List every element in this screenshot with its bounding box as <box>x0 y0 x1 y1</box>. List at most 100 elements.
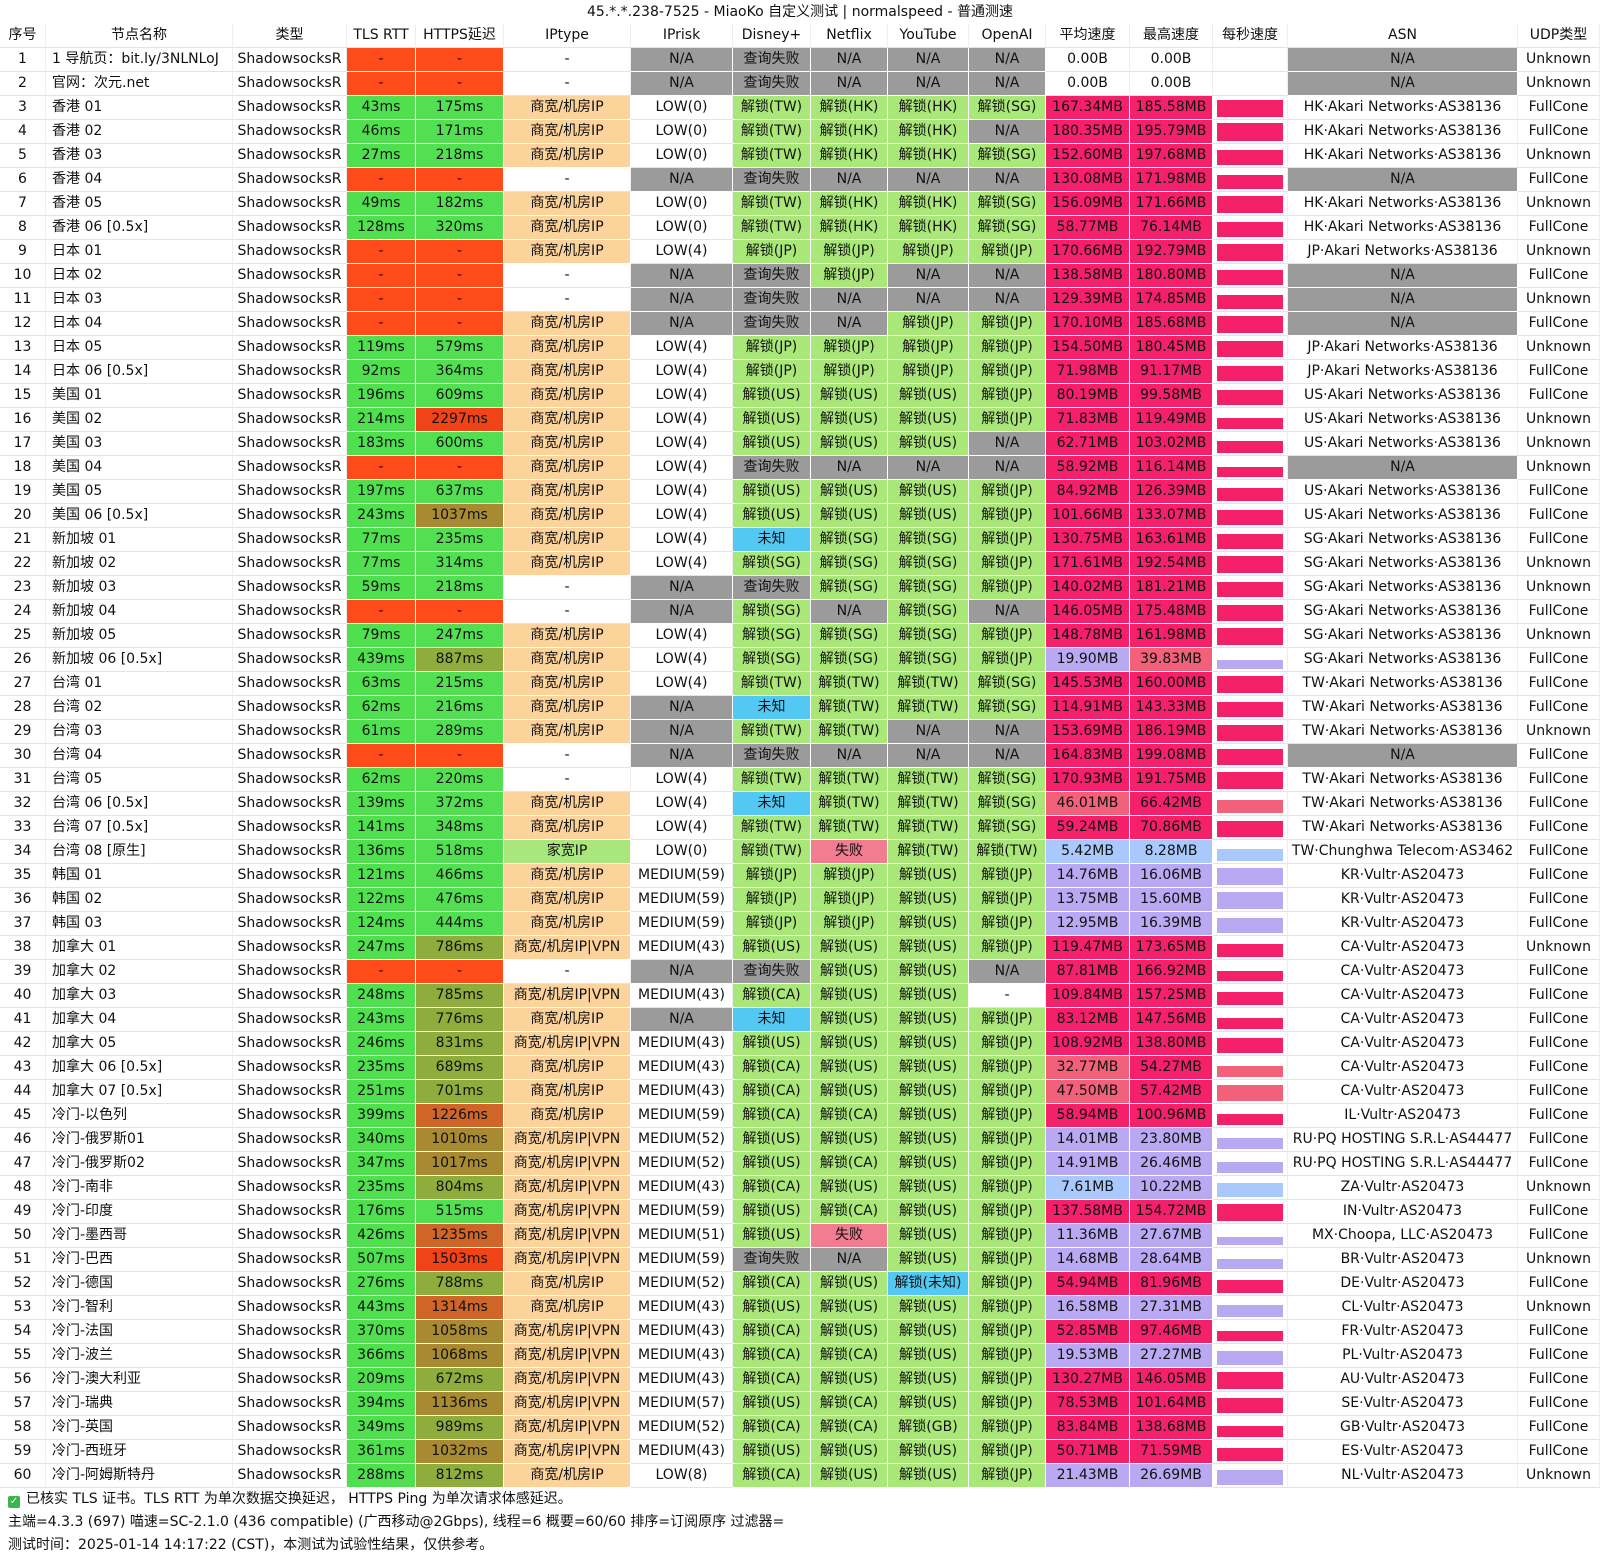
disney-unlock: 解锁(CA) <box>733 1416 811 1440</box>
disney-unlock: 未知 <box>733 1008 811 1032</box>
speed-sparkline-cell <box>1213 960 1288 984</box>
asn: GB·Vultr·AS20473 <box>1288 1416 1518 1440</box>
udp-type: FullCone <box>1518 864 1600 888</box>
ip-risk: MEDIUM(43) <box>631 1440 733 1464</box>
row-index: 41 <box>0 1008 46 1032</box>
udp-type: FullCone <box>1518 696 1600 720</box>
column-header: 序号 <box>0 24 46 48</box>
asn: TW·Chunghwa Telecom·AS3462 <box>1288 840 1518 864</box>
ip-risk: MEDIUM(52) <box>631 1272 733 1296</box>
speed-sparkline-cell <box>1213 1008 1288 1032</box>
node-name: 美国 06 [0.5x] <box>46 504 233 528</box>
speed-sparkline-cell <box>1213 576 1288 600</box>
openai-unlock: N/A <box>969 72 1046 96</box>
youtube-unlock: 解锁(TW) <box>888 840 969 864</box>
tls-rtt: 340ms <box>347 1128 416 1152</box>
speed-sparkline <box>1217 1331 1283 1341</box>
asn: SG·Akari Networks·AS38136 <box>1288 552 1518 576</box>
disney-unlock: 解锁(TW) <box>733 144 811 168</box>
result-table: 序号 节点名称 类型 TLS RTT HTTPS延迟 IPtype IPrisk Disney… <box>0 24 1600 1488</box>
ip-type: 家宽IP <box>504 840 631 864</box>
https-latency: 215ms <box>416 672 504 696</box>
disney-unlock: 查询失败 <box>733 72 811 96</box>
tls-rtt: 46ms <box>347 120 416 144</box>
ip-risk: MEDIUM(43) <box>631 1080 733 1104</box>
column-header: 平均速度 <box>1046 24 1130 48</box>
https-latency: 1032ms <box>416 1440 504 1464</box>
ip-type: 商宽/机房IP <box>504 1104 631 1128</box>
tls-rtt: 507ms <box>347 1248 416 1272</box>
avg-speed: 13.75MB <box>1046 888 1130 912</box>
node-type: ShadowsocksR <box>233 168 347 192</box>
speed-sparkline <box>1217 510 1283 525</box>
openai-unlock: N/A <box>969 168 1046 192</box>
avg-speed: 140.02MB <box>1046 576 1130 600</box>
tls-rtt: 136ms <box>347 840 416 864</box>
youtube-unlock: 解锁(US) <box>888 1104 969 1128</box>
node-name: 冷门-波兰 <box>46 1344 233 1368</box>
row-index: 40 <box>0 984 46 1008</box>
footer-text: 已核实 TLS 证书。TLS RTT 为单次数据交换延迟， HTTPS Ping… <box>26 1491 572 1507</box>
avg-speed: 12.95MB <box>1046 912 1130 936</box>
node-name: 香港 06 [0.5x] <box>46 216 233 240</box>
speed-sparkline-cell <box>1213 720 1288 744</box>
https-latency: - <box>416 960 504 984</box>
node-type: ShadowsocksR <box>233 1056 347 1080</box>
netflix-unlock: 解锁(US) <box>811 408 888 432</box>
youtube-unlock: 解锁(HK) <box>888 192 969 216</box>
max-speed: 192.79MB <box>1130 240 1213 264</box>
node-type: ShadowsocksR <box>233 768 347 792</box>
table-row: 50 冷门-墨西哥 ShadowsocksR 426ms 1235ms 商宽/机房IP|V… <box>0 1224 1600 1248</box>
https-latency: 218ms <box>416 144 504 168</box>
row-index: 6 <box>0 168 46 192</box>
speed-sparkline <box>1217 390 1283 405</box>
node-name: 韩国 03 <box>46 912 233 936</box>
udp-type: Unknown <box>1518 720 1600 744</box>
openai-unlock: 解锁(JP) <box>969 504 1046 528</box>
netflix-unlock: 解锁(US) <box>811 1296 888 1320</box>
speed-sparkline <box>1217 868 1283 885</box>
table-row: 48 冷门-南非 ShadowsocksR 235ms 804ms 商宽/机房IP|VPN… <box>0 1176 1600 1200</box>
disney-unlock: 解锁(TW) <box>733 768 811 792</box>
ip-type: 商宽/机房IP <box>504 648 631 672</box>
disney-unlock: 解锁(US) <box>733 1224 811 1248</box>
speed-sparkline-cell <box>1213 360 1288 384</box>
netflix-unlock: 解锁(HK) <box>811 216 888 240</box>
table-row: 26 新加坡 06 [0.5x] ShadowsocksR 439ms 887ms 商宽/… <box>0 648 1600 672</box>
node-name: 台湾 06 [0.5x] <box>46 792 233 816</box>
ip-type: - <box>504 48 631 72</box>
footer-line: 测试时间：2025-01-14 14:17:22 (CST)，本测试为试验性结果… <box>0 1534 1600 1557</box>
tls-rtt: 248ms <box>347 984 416 1008</box>
node-type: ShadowsocksR <box>233 744 347 768</box>
max-speed: 0.00B <box>1130 72 1213 96</box>
avg-speed: 50.71MB <box>1046 1440 1130 1464</box>
speed-sparkline <box>1217 628 1283 645</box>
speed-sparkline <box>1217 366 1283 381</box>
disney-unlock: 解锁(TW) <box>733 120 811 144</box>
avg-speed: 180.35MB <box>1046 120 1130 144</box>
openai-unlock: 解锁(JP) <box>969 1224 1046 1248</box>
avg-speed: 171.61MB <box>1046 552 1130 576</box>
youtube-unlock: 解锁(US) <box>888 1440 969 1464</box>
max-speed: 199.08MB <box>1130 744 1213 768</box>
youtube-unlock: 解锁(TW) <box>888 816 969 840</box>
row-index: 10 <box>0 264 46 288</box>
youtube-unlock: N/A <box>888 264 969 288</box>
node-name: 冷门-阿姆斯特丹 <box>46 1464 233 1488</box>
netflix-unlock: 解锁(HK) <box>811 120 888 144</box>
avg-speed: 71.83MB <box>1046 408 1130 432</box>
tls-rtt: - <box>347 312 416 336</box>
speed-sparkline-cell <box>1213 768 1288 792</box>
max-speed: 119.49MB <box>1130 408 1213 432</box>
max-speed: 16.39MB <box>1130 912 1213 936</box>
table-row: 4 香港 02 ShadowsocksR 46ms 171ms 商宽/机房IP LOW(0)… <box>0 120 1600 144</box>
https-latency: 831ms <box>416 1032 504 1056</box>
netflix-unlock: N/A <box>811 744 888 768</box>
disney-unlock: 解锁(US) <box>733 936 811 960</box>
avg-speed: 58.77MB <box>1046 216 1130 240</box>
speed-sparkline <box>1217 1066 1283 1077</box>
column-header: Netflix <box>811 24 888 48</box>
row-index: 4 <box>0 120 46 144</box>
row-index: 27 <box>0 672 46 696</box>
